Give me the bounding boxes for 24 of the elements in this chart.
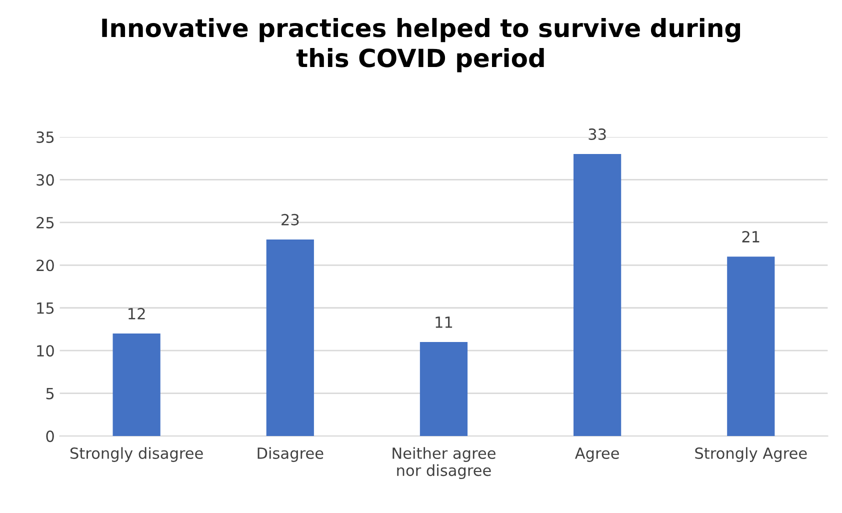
x-tick-label: Disagree	[258, 447, 324, 462]
bar	[112, 334, 160, 436]
y-tick-label: 25	[36, 216, 54, 228]
x-tick-label: Strongly Agree	[695, 447, 807, 462]
y-tick-label: 5	[46, 388, 54, 400]
data-label: 33	[588, 128, 606, 140]
x-tick-label: Agree	[574, 448, 619, 462]
x-tick-label: Strongly disagree	[70, 447, 203, 462]
y-tick-label: 35	[36, 131, 54, 143]
chart-title: Innovative practices helped to survive during this COVID period	[102, 18, 740, 72]
y-tick-label: 10	[37, 345, 54, 357]
x-tick-label: Neither agree nor disagree	[392, 447, 496, 480]
y-tick-label: 30	[36, 174, 54, 186]
bar	[727, 256, 775, 436]
y-tick-label: 20	[36, 260, 54, 272]
data-label: 21	[742, 230, 760, 242]
data-label: 12	[128, 308, 145, 320]
y-tick-label: 0	[46, 430, 54, 442]
data-label: 23	[282, 214, 299, 226]
bar	[420, 342, 468, 436]
y-tick-label: 15	[37, 302, 54, 314]
data-label: 11	[436, 316, 452, 328]
bar	[266, 240, 314, 436]
bar	[574, 154, 622, 436]
